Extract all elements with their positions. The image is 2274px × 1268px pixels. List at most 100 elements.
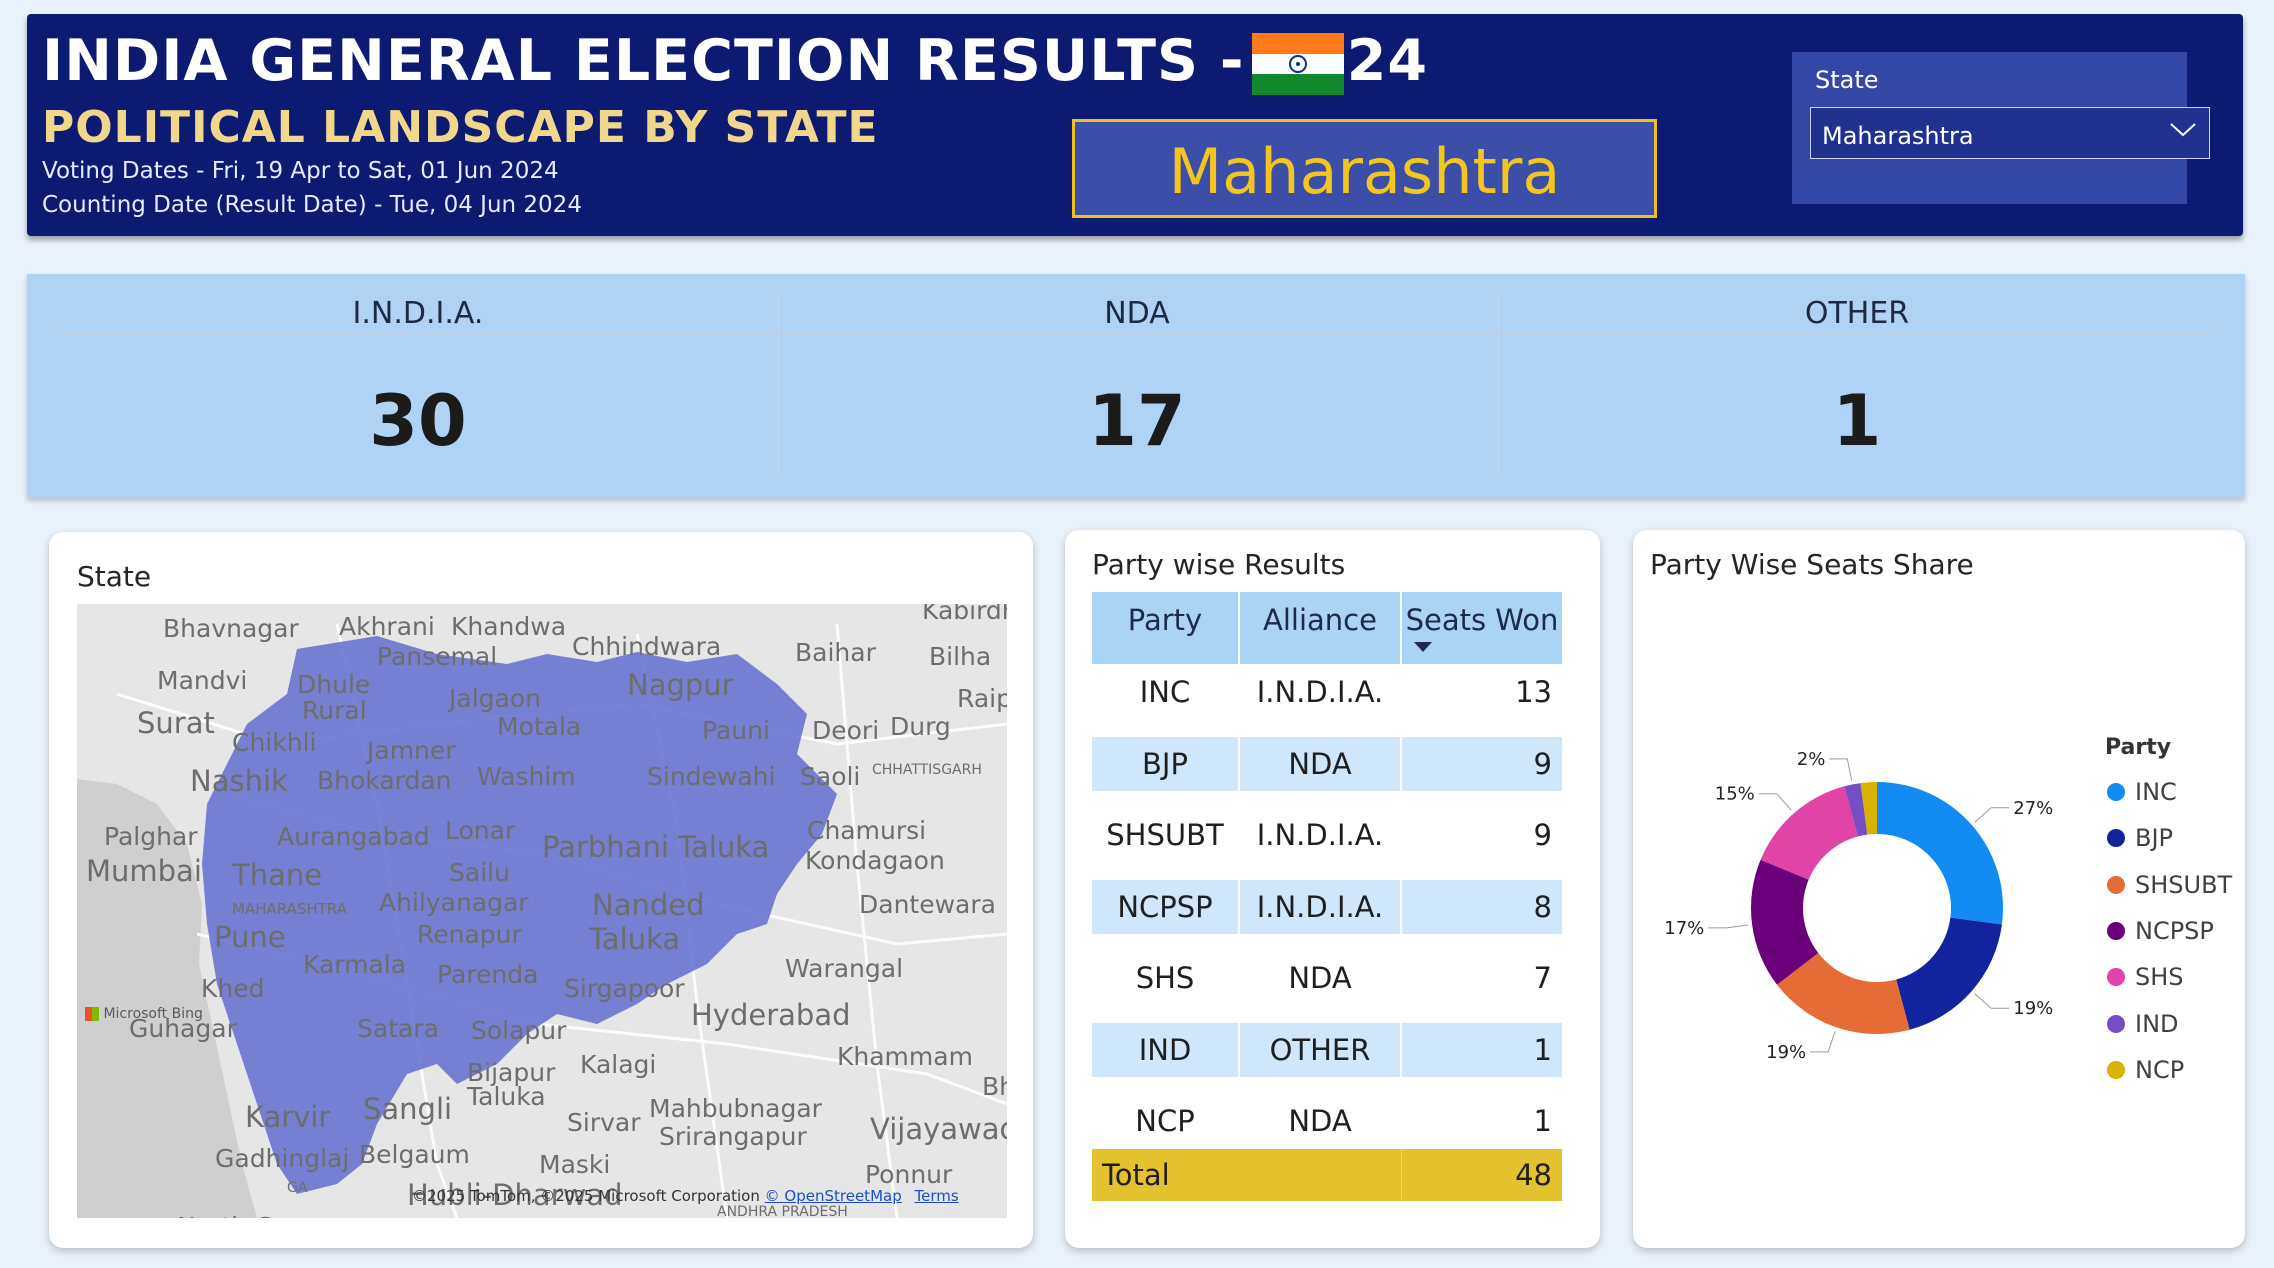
donut-percent-label: 2% — [1797, 749, 1826, 770]
table-row[interactable]: NCPSP I.N.D.I.A. 8 — [1092, 880, 1562, 934]
cell-alliance: OTHER — [1269, 1033, 1371, 1067]
donut-slice-ncp[interactable] — [1860, 782, 1877, 835]
map-place-label: Hubli-Dharwad — [407, 1178, 623, 1212]
donut-leader-line — [1829, 758, 1853, 781]
selected-state-banner: Maharashtra — [1072, 119, 1657, 218]
total-separator — [1401, 1149, 1402, 1201]
state-dropdown-value: Maharashtra — [1822, 122, 1974, 150]
terms-link[interactable]: Terms — [914, 1187, 959, 1205]
map-place-label: Aurangabad — [277, 822, 430, 851]
legend-title: Party — [2105, 735, 2172, 760]
map-place-label: Solapur — [471, 1016, 567, 1045]
map-title: State — [77, 560, 152, 593]
donut-leader-line — [1974, 993, 2010, 1009]
map-place-label: North Goa — [177, 1212, 305, 1218]
kpi-value-nda: 17 — [1088, 380, 1186, 462]
map-place-label: Belgaum — [359, 1140, 470, 1169]
donut-slice-ind[interactable] — [1844, 783, 1868, 837]
map-place-label: Chikhli — [232, 728, 317, 757]
map-place-label: Khandwa — [451, 612, 567, 641]
total-seats: 48 — [1515, 1158, 1552, 1192]
cell-seats: 13 — [1515, 675, 1552, 709]
map-place-label: Sirvar — [567, 1108, 641, 1137]
map-place-label: Karmala — [303, 950, 407, 979]
table-row[interactable]: SHSUBT I.N.D.I.A. 9 — [1092, 808, 1562, 862]
map-place-label: Satara — [357, 1014, 439, 1043]
table-row[interactable]: NCP NDA 1 — [1092, 1094, 1562, 1148]
legend-item[interactable]: NCPSP — [2135, 916, 2214, 945]
map-place-label: Khammam — [837, 1042, 973, 1071]
map-place-label: Sangli — [363, 1092, 453, 1126]
table-title: Party wise Results — [1092, 548, 1346, 581]
kpi-divider-line — [780, 334, 1496, 335]
voting-dates: Voting Dates - Fri, 19 Apr to Sat, 01 Ju… — [42, 158, 559, 184]
legend-marker — [2107, 875, 2125, 894]
donut-slice-bjp[interactable] — [1896, 917, 2002, 1030]
map-place-label: Parenda — [437, 960, 539, 989]
table-row[interactable]: INC I.N.D.I.A. 13 — [1092, 665, 1562, 719]
map-place-label: Kondagaon — [805, 846, 945, 875]
donut-percent-label: 27% — [2013, 798, 2053, 819]
column-header-alliance[interactable]: Alliance — [1240, 592, 1400, 664]
column-separator — [1238, 737, 1240, 791]
cell-party: INC — [1139, 675, 1191, 709]
donut-percent-label: 19% — [1766, 1042, 1806, 1063]
map-place-label: Kalagi — [580, 1050, 657, 1079]
map-place-label: Sailu — [449, 858, 510, 887]
kpi-separator — [778, 290, 779, 475]
chevron-down-icon[interactable] — [2168, 118, 2198, 140]
kpi-label-other: OTHER — [1804, 296, 1910, 331]
map-place-label: Lonar — [445, 816, 516, 845]
table-row[interactable]: IND OTHER 1 — [1092, 1023, 1562, 1077]
donut-percent-label: 17% — [1664, 918, 1704, 939]
map-place-label: Washim — [477, 762, 576, 791]
map-place-label: Jalgaon — [449, 684, 541, 713]
legend-item[interactable]: NCP — [2135, 1055, 2185, 1084]
map-place-label: Renapur — [417, 920, 522, 949]
microsoft-logo-icon — [85, 1007, 99, 1021]
column-separator — [1238, 1023, 1240, 1077]
map-place-label: Guhagar — [129, 1014, 237, 1043]
cell-alliance: I.N.D.I.A. — [1256, 890, 1384, 924]
map-canvas — [77, 604, 1007, 1218]
legend-marker — [2107, 1060, 2125, 1079]
map-place-label: Bijapur — [467, 1058, 556, 1087]
donut-slice-shsubt[interactable] — [1777, 953, 1910, 1034]
kpi-value-india: 30 — [369, 380, 467, 462]
map-place-label: Hyderabad — [691, 998, 851, 1032]
map-place-label: Palghar — [104, 822, 198, 851]
maharashtra-region — [202, 636, 837, 1194]
legend-item[interactable]: SHS — [2135, 963, 2184, 992]
table-row[interactable]: BJP NDA 9 — [1092, 737, 1562, 791]
table-row[interactable]: SHS NDA 7 — [1092, 951, 1562, 1005]
map-place-label: Parbhani Taluka — [542, 830, 770, 864]
legend-item[interactable]: IND — [2135, 1009, 2179, 1038]
map-place-label: Saoli — [800, 762, 861, 791]
donut-chart: 27% 19% 19% 17% 15% 2% — [1664, 749, 2053, 1063]
map-place-label: CHHATTISGARH — [872, 762, 982, 778]
column-header-party[interactable]: Party — [1092, 592, 1238, 664]
osm-link[interactable]: © OpenStreetMap — [764, 1187, 902, 1205]
donut-slice-inc[interactable] — [1877, 782, 2003, 925]
legend-item[interactable]: SHSUBT — [2135, 870, 2233, 899]
map-place-label: Taluka — [467, 1082, 546, 1111]
column-separator — [1400, 737, 1402, 791]
donut-title: Party Wise Seats Share — [1650, 548, 1974, 581]
map-place-label: Pauni — [702, 716, 770, 745]
map-place-label: Nashik — [190, 764, 288, 798]
map-place-label: Mahbubnagar — [649, 1094, 822, 1123]
map-place-label: Nanded — [592, 888, 705, 922]
map-place-label: Bilha — [929, 642, 992, 671]
donut-slice-ncpsp[interactable] — [1751, 859, 1819, 985]
legend-item[interactable]: BJP — [2135, 824, 2174, 853]
map-place-label: Kabirdham — [922, 604, 1007, 625]
column-header-seats-won[interactable]: Seats Won — [1402, 592, 1562, 664]
donut-slice-shs[interactable] — [1760, 786, 1858, 880]
donut-percent-label: 15% — [1715, 784, 1755, 805]
map-attribution: ©2025 TomTom, ©2025 Microsoft Corporatio… — [412, 1187, 959, 1205]
kpi-divider-line — [1500, 334, 2216, 335]
legend-item[interactable]: INC — [2135, 778, 2177, 806]
sort-desc-icon[interactable] — [1412, 640, 1434, 654]
state-dropdown[interactable] — [1810, 107, 2210, 159]
state-map[interactable]: Bhavnagar Akhrani Khandwa Kabirdham Mandvi Dh… — [77, 604, 1007, 1218]
